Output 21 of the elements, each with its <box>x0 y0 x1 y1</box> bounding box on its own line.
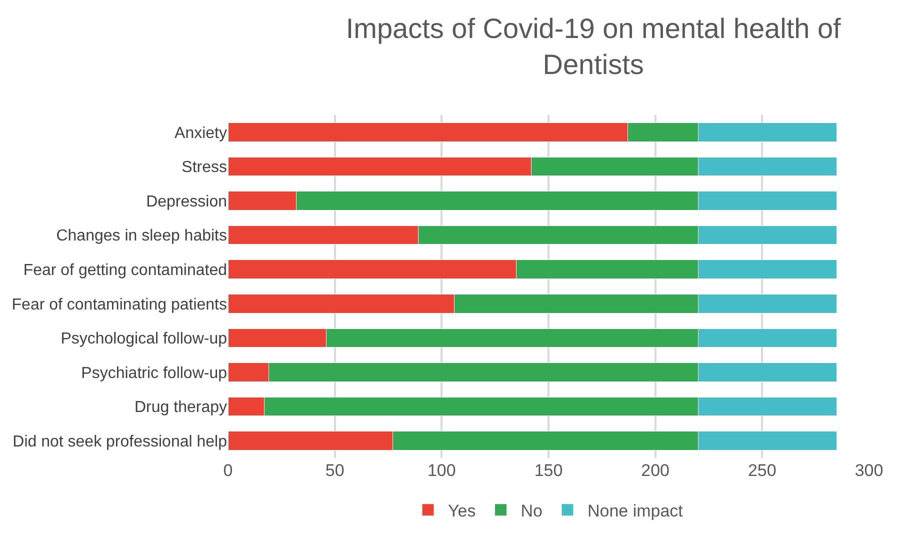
y-tick-label: Fear of getting contaminated <box>23 262 227 279</box>
y-tick-label: Fear of contaminating patients <box>12 296 227 314</box>
chart-title: Impacts of Covid-19 on mental health of Dentists <box>346 12 842 80</box>
x-tick-label: 200 <box>641 461 670 480</box>
legend-label: None impact <box>587 501 684 520</box>
x-tick-label: 100 <box>427 461 456 480</box>
legend-label: Yes <box>448 501 476 520</box>
x-tick-label: 0 <box>223 461 233 480</box>
x-tick-label: 250 <box>748 461 776 480</box>
y-tick-label: Anxiety <box>174 124 227 142</box>
x-tick-label: 300 <box>854 461 884 480</box>
legend-label: No <box>520 501 542 520</box>
y-tick-label: Drug therapy <box>134 399 227 416</box>
y-tick-label: Stress <box>182 159 227 176</box>
x-tick-label: 150 <box>534 461 563 480</box>
y-tick-label: Depression <box>146 193 227 210</box>
y-tick-label: Psychiatric follow-up <box>81 364 228 382</box>
y-tick-label: Did not seek professional help <box>12 433 228 450</box>
y-tick-label: Psychological follow-up <box>60 330 228 348</box>
x-tick-label: 50 <box>325 461 344 480</box>
y-tick-label: Changes in sleep habits <box>56 228 227 245</box>
